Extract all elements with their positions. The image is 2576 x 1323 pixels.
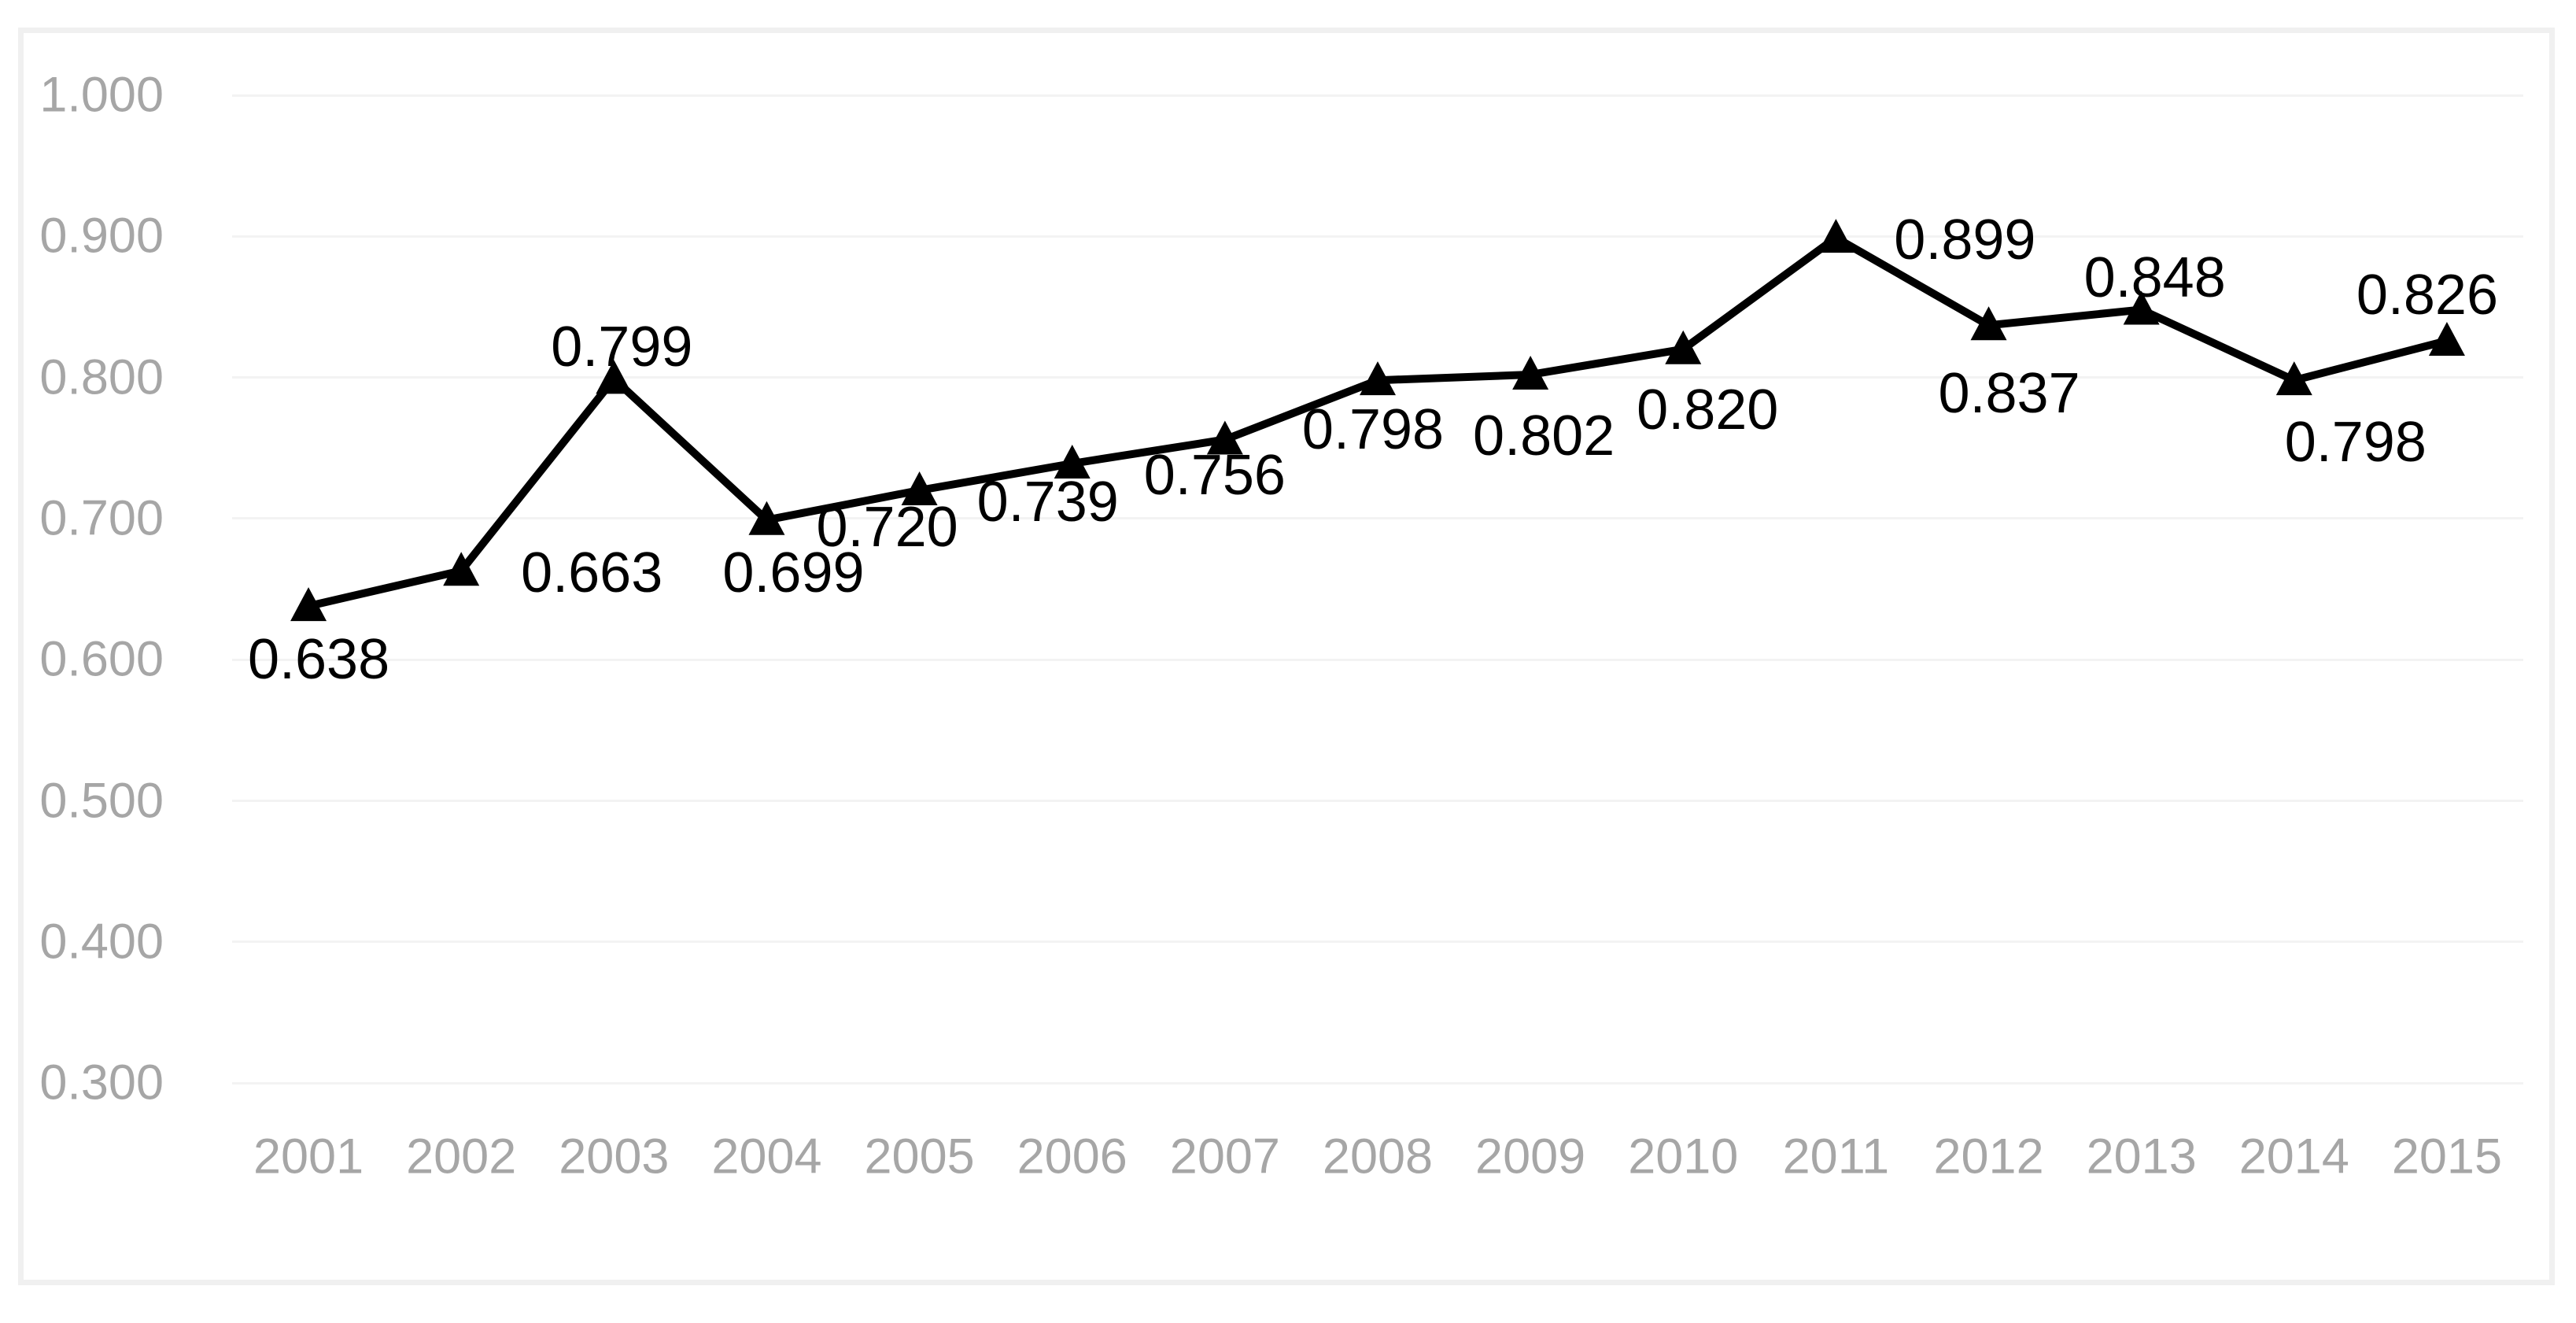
data-point-marker bbox=[1818, 219, 1854, 253]
data-label: 0.837 bbox=[1938, 362, 2080, 426]
gridline bbox=[232, 94, 2523, 97]
data-label: 0.802 bbox=[1473, 405, 1615, 467]
x-axis-tick-label: 2012 bbox=[1933, 1129, 2044, 1184]
x-axis-tick-label: 2005 bbox=[864, 1129, 975, 1184]
data-label: 0.798 bbox=[1301, 398, 1445, 462]
gridline bbox=[232, 1081, 2523, 1085]
data-point-marker bbox=[2275, 361, 2312, 396]
x-axis-tick-label: 2013 bbox=[2086, 1129, 2197, 1184]
y-axis-tick-label: 0.500 bbox=[39, 773, 164, 828]
y-axis-tick-label: 1.000 bbox=[39, 67, 164, 123]
x-axis-tick-label: 2008 bbox=[1322, 1129, 1434, 1184]
y-axis-tick-label: 0.800 bbox=[39, 349, 164, 405]
data-point-marker bbox=[1054, 444, 1091, 479]
x-axis-tick-label: 2014 bbox=[2238, 1129, 2349, 1184]
data-label: 0.899 bbox=[1894, 209, 2036, 272]
data-point-marker bbox=[1206, 420, 1243, 455]
gridline bbox=[232, 800, 2523, 802]
data-label: 0.848 bbox=[2083, 246, 2226, 309]
x-axis-tick-label: 2009 bbox=[1475, 1129, 1586, 1184]
data-point-marker bbox=[1512, 356, 1549, 390]
data-point-marker bbox=[1665, 330, 1702, 364]
data-label: 0.699 bbox=[722, 541, 865, 604]
gridline bbox=[232, 517, 2523, 520]
data-label: 0.739 bbox=[976, 470, 1119, 534]
y-axis-tick-label: 0.900 bbox=[39, 208, 164, 264]
x-axis-tick-label: 2015 bbox=[2391, 1129, 2502, 1184]
y-axis-tick-label: 0.700 bbox=[39, 490, 164, 546]
data-label: 0.720 bbox=[816, 496, 958, 560]
data-point-marker bbox=[1360, 361, 1396, 396]
data-point-marker bbox=[1970, 306, 2007, 341]
data-point-marker bbox=[748, 501, 785, 535]
y-axis-tick-label: 0.400 bbox=[39, 914, 164, 970]
data-point-marker bbox=[290, 587, 327, 622]
x-axis-tick-label: 2001 bbox=[253, 1129, 364, 1184]
x-axis-tick-label: 2007 bbox=[1169, 1129, 1280, 1184]
data-point-marker bbox=[901, 471, 938, 506]
data-label: 0.826 bbox=[2356, 263, 2499, 327]
data-point-marker bbox=[443, 552, 480, 586]
x-axis-tick-label: 2003 bbox=[559, 1129, 670, 1184]
y-axis-tick-label: 0.600 bbox=[39, 631, 164, 687]
x-axis-tick-label: 2011 bbox=[1782, 1129, 1890, 1184]
x-axis-tick-label: 2004 bbox=[711, 1129, 822, 1184]
data-label: 0.638 bbox=[247, 628, 390, 692]
data-label: 0.798 bbox=[2284, 411, 2427, 475]
x-axis-tick-label: 2010 bbox=[1628, 1129, 1739, 1184]
data-point-marker bbox=[2123, 290, 2160, 325]
data-label: 0.756 bbox=[1143, 444, 1286, 508]
data-label: 0.799 bbox=[551, 316, 693, 379]
data-label: 0.663 bbox=[521, 541, 663, 605]
data-point-marker bbox=[2428, 321, 2465, 356]
data-point-marker bbox=[596, 360, 633, 394]
x-axis-tick-label: 2006 bbox=[1017, 1129, 1127, 1184]
data-label: 0.820 bbox=[1637, 378, 1779, 442]
x-axis-tick-label: 2002 bbox=[406, 1129, 517, 1184]
gridline bbox=[232, 658, 2523, 661]
gridline bbox=[232, 941, 2523, 944]
gridline bbox=[232, 235, 2523, 238]
y-axis-tick-label: 0.300 bbox=[39, 1055, 164, 1111]
